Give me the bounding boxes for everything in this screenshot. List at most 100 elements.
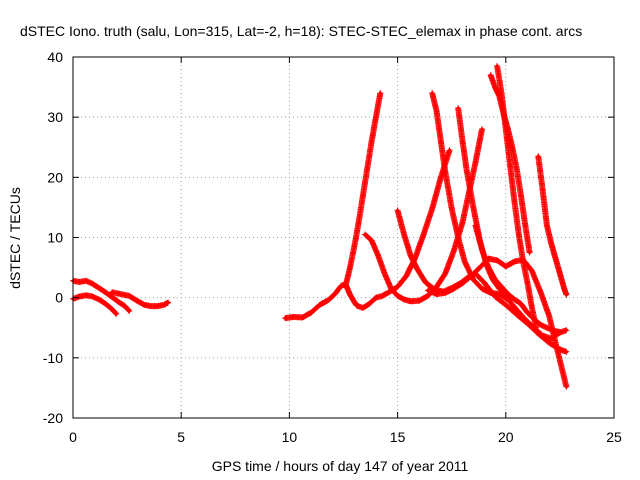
data-point <box>515 166 519 170</box>
data-point <box>547 341 551 345</box>
data-point <box>564 293 568 297</box>
data-point <box>415 267 419 271</box>
data-point <box>523 223 527 228</box>
data-point <box>97 286 101 290</box>
data-point <box>370 238 374 243</box>
data-point <box>424 281 428 285</box>
data-point <box>525 311 530 315</box>
data-point <box>556 350 560 354</box>
data-point <box>348 293 352 297</box>
data-point <box>434 109 439 113</box>
data-point <box>443 291 447 295</box>
x-tick-label: 15 <box>390 429 406 445</box>
data-point <box>512 297 517 302</box>
data-point <box>292 315 296 319</box>
data-point <box>127 309 131 313</box>
chart-title: dSTEC Iono. truth (salu, Lon=315, Lat=-2… <box>20 23 582 39</box>
data-point <box>339 284 343 288</box>
data-point <box>515 308 519 312</box>
data-point <box>510 145 514 149</box>
data-point <box>521 259 525 264</box>
data-point <box>110 307 114 311</box>
data-point <box>443 169 447 173</box>
series-arc-8 <box>429 90 570 342</box>
data-point <box>564 328 568 332</box>
data-point <box>426 288 430 293</box>
x-tick-label: 20 <box>498 429 514 445</box>
data-point <box>469 274 473 278</box>
data-point <box>149 304 153 308</box>
data-point <box>512 199 517 203</box>
data-point <box>480 127 484 131</box>
data-point <box>426 294 430 298</box>
axis-ticks: 0 5 10 15 20 25 -20 -10 0 10 20 30 40 <box>43 49 622 445</box>
x-tick-label: 10 <box>282 429 298 445</box>
data-point <box>110 290 114 294</box>
data-point <box>439 175 443 179</box>
data-point <box>417 299 421 303</box>
data-point <box>396 285 400 289</box>
data-point <box>309 311 313 315</box>
data-point <box>123 304 127 308</box>
data-point <box>408 299 413 303</box>
data-point <box>378 91 382 95</box>
data-point <box>402 232 406 237</box>
data-point <box>482 281 486 285</box>
data-point <box>136 299 140 303</box>
series-arc-3 <box>109 289 172 310</box>
data-point <box>376 253 380 258</box>
data-point <box>119 292 123 296</box>
data-point <box>430 207 434 211</box>
data-point <box>515 312 519 317</box>
data-point <box>558 272 562 276</box>
x-tick-label: 0 <box>69 429 77 445</box>
data-point <box>404 274 408 278</box>
data-point <box>389 287 393 291</box>
data-point <box>103 302 108 306</box>
data-point <box>318 303 322 307</box>
data-point <box>408 253 413 258</box>
data-point <box>538 290 543 294</box>
data-point <box>523 317 527 321</box>
x-tick-label: 5 <box>177 429 185 445</box>
data-point <box>402 297 406 302</box>
data-point <box>504 264 508 268</box>
data-point <box>463 259 467 264</box>
data-point <box>460 220 465 225</box>
data-point <box>460 139 465 143</box>
data-point <box>530 268 534 273</box>
data-point <box>528 250 532 255</box>
data-point <box>421 232 426 237</box>
data-point <box>551 329 556 333</box>
data-point <box>512 259 517 264</box>
data-point <box>127 294 131 298</box>
data-point <box>495 258 499 262</box>
data-point <box>493 85 497 89</box>
data-point <box>562 287 566 291</box>
data-point <box>370 139 374 143</box>
y-tick-label: 20 <box>47 169 63 185</box>
y-tick-label: 40 <box>47 49 63 65</box>
y-axis-label: dSTEC / TECUs <box>7 187 23 289</box>
data-points <box>70 63 570 390</box>
data-point <box>506 292 510 296</box>
data-point <box>508 163 512 167</box>
data-point <box>460 281 465 285</box>
data-point <box>558 330 562 334</box>
x-tick-label: 25 <box>606 429 622 445</box>
data-point <box>374 115 378 119</box>
data-point <box>103 290 108 294</box>
data-point <box>450 207 454 211</box>
data-point <box>473 223 478 228</box>
data-point <box>480 247 484 252</box>
data-point <box>387 290 391 294</box>
data-point <box>465 169 469 173</box>
y-tick-label: 0 <box>55 290 63 306</box>
data-point <box>114 312 118 316</box>
data-point <box>545 326 549 330</box>
data-point <box>495 64 499 68</box>
data-point <box>493 278 497 282</box>
data-point <box>545 223 549 228</box>
data-point <box>430 91 434 95</box>
